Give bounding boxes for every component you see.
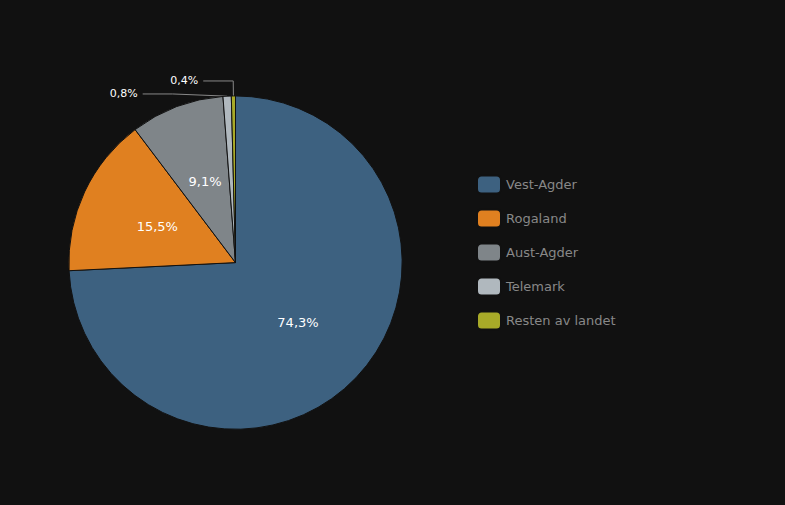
svg-text:Rogaland: Rogaland <box>506 211 567 226</box>
svg-text:9,1%: 9,1% <box>188 174 221 189</box>
svg-text:Vest-Agder: Vest-Agder <box>506 177 578 192</box>
svg-text:0,8%: 0,8% <box>110 87 138 100</box>
svg-text:Aust-Agder: Aust-Agder <box>506 245 579 260</box>
svg-text:74,3%: 74,3% <box>277 315 318 330</box>
svg-text:15,5%: 15,5% <box>137 219 178 234</box>
svg-text:0,4%: 0,4% <box>170 74 198 87</box>
svg-text:Telemark: Telemark <box>505 279 565 294</box>
svg-text:Resten av landet: Resten av landet <box>506 313 616 328</box>
